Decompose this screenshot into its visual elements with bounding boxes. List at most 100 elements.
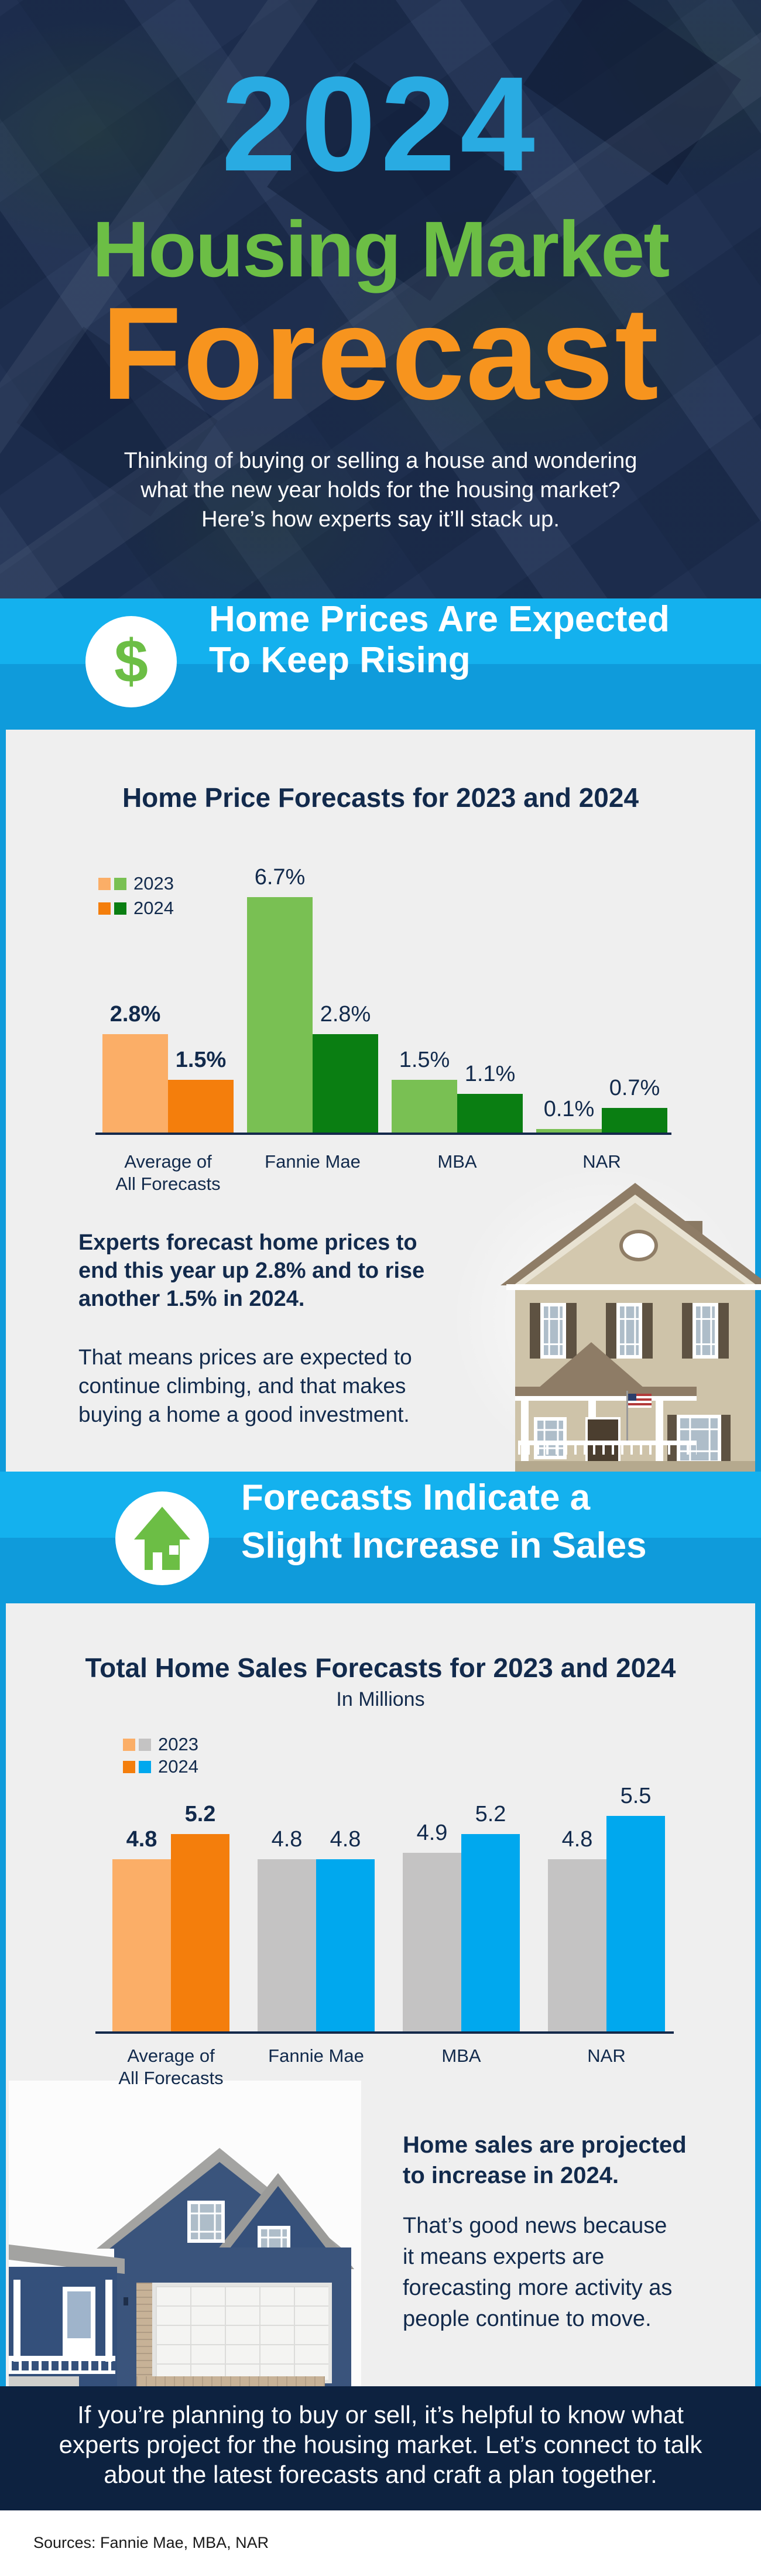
text-line: what the new year holds for the housing … <box>140 478 621 502</box>
legend-swatch <box>123 1760 135 1773</box>
hero-title-forecast: Forecast <box>101 279 660 427</box>
category-line: Fannie Mae <box>268 2045 364 2066</box>
text-line: If you’re planning to buy or sell, it’s … <box>77 2401 684 2428</box>
porch-fascia <box>515 1396 697 1401</box>
bar-2024-0 <box>168 1080 234 1135</box>
banner-title-line2: Slight Increase in Sales <box>241 1525 647 1566</box>
bar-2024-1 <box>316 1859 375 2034</box>
bar-2023-2 <box>392 1080 457 1135</box>
category-line: Average of <box>124 1151 212 1172</box>
legend-row: 2023 <box>98 873 174 894</box>
window-shutter <box>642 1303 653 1359</box>
hero-overlay <box>0 0 761 598</box>
legend-label: 2024 <box>158 1756 198 1777</box>
bar-value-label: 2.8% <box>320 1002 371 1027</box>
text-line: Experts forecast home prices to <box>78 1230 417 1255</box>
prices-callout-body: That means prices are expected to continu… <box>78 1343 412 1429</box>
banner-badge <box>115 1491 209 1585</box>
category-label: Average of All Forecasts <box>83 2045 259 2089</box>
legend-row: 2023 <box>123 1734 198 1754</box>
chart2-subtitle: In Millions <box>336 1688 425 1711</box>
flag-union <box>628 1394 636 1401</box>
legend-swatch <box>98 902 111 915</box>
icon-door <box>153 1552 162 1570</box>
text-line: it means experts are <box>403 2245 605 2269</box>
legend-swatch <box>114 877 126 890</box>
bar-2023-0 <box>112 1859 171 2034</box>
bar-value-label: 1.1% <box>464 1062 516 1086</box>
house-foundation <box>515 1461 755 1472</box>
bar-value-label: 6.7% <box>254 865 306 890</box>
bar-2024-2 <box>457 1094 523 1135</box>
banner-title-line1: Forecasts Indicate a <box>241 1477 591 1518</box>
legend-label: 2023 <box>133 873 174 894</box>
porch-lantern <box>124 2297 128 2305</box>
legend-row: 2024 <box>123 1756 198 1777</box>
porch-roof <box>515 1387 697 1396</box>
banner-title-line1: Home Prices Are Expected <box>209 599 670 639</box>
bar-2024-0 <box>171 1834 229 2034</box>
bar-value-label: 0.7% <box>609 1076 660 1100</box>
porch-door <box>63 2287 95 2356</box>
category-label: NAR <box>514 1151 690 1173</box>
bar-2023-3 <box>548 1859 606 2034</box>
arrow-roof <box>134 1507 190 1540</box>
tan-house-photo <box>451 1165 761 1476</box>
text-line: about the latest forecasts and craft a p… <box>104 2461 657 2488</box>
bar-2024-1 <box>313 1034 378 1135</box>
bar-value-label: 4.8 <box>271 1827 303 1852</box>
porch-railing-lower <box>9 2370 115 2374</box>
prices-callout-bold: Experts forecast home prices to end this … <box>78 1229 424 1313</box>
eave-trim <box>506 1284 761 1290</box>
x-axis-line <box>95 1133 671 1135</box>
category-line: All Forecasts <box>115 1174 221 1194</box>
bar-2024-3 <box>606 1816 665 2034</box>
text-line: Thinking of buying or selling a house an… <box>124 449 637 473</box>
bar-2023-1 <box>247 897 313 1135</box>
banner-home-prices: $ Home Prices Are Expected To Keep Risin… <box>0 598 761 730</box>
legend-row: 2024 <box>98 898 174 918</box>
category-line: NAR <box>587 2045 626 2066</box>
dollar-icon: $ <box>114 627 148 696</box>
icon-window <box>169 1545 179 1555</box>
bar-value-label: 5.2 <box>184 1802 216 1826</box>
sales-callout-bold: Home sales are projected to increase in 2… <box>403 2130 687 2191</box>
house-up-arrow-icon <box>115 1491 209 1585</box>
upper-window <box>540 1303 566 1359</box>
chart2-title: Total Home Sales Forecasts for 2023 and … <box>85 1653 676 1683</box>
blue-house-photo <box>9 2081 361 2386</box>
window-glass <box>544 1306 563 1355</box>
banner-title: Forecasts Indicate a Slight Increase in … <box>241 1474 647 1570</box>
bar-2024-2 <box>461 1834 520 2034</box>
category-label: MBA <box>373 2045 549 2067</box>
bar-value-label: 4.9 <box>416 1821 448 1845</box>
bar-value-label: 0.1% <box>543 1097 595 1121</box>
text-line: another 1.5% in 2024. <box>78 1287 305 1311</box>
window-glass <box>620 1306 639 1355</box>
category-label: MBA <box>369 1151 545 1173</box>
bar-2024-3 <box>602 1108 667 1135</box>
banner-badge: $ <box>85 616 177 707</box>
bar-value-label: 1.5% <box>175 1048 227 1072</box>
bar-2023-3 <box>536 1129 602 1135</box>
porch-balusters <box>9 2361 115 2370</box>
window-glass <box>696 1306 715 1355</box>
porch-balusters <box>518 1445 697 1455</box>
sales-callout-body: That’s good news because it means experts… <box>403 2211 672 2335</box>
window-shutter <box>721 1415 731 1464</box>
brick-pillar <box>136 2283 152 2376</box>
front-steps <box>9 2376 79 2386</box>
legend-swatch <box>139 1738 151 1751</box>
porch-railing <box>9 2356 115 2361</box>
window-shutter <box>667 1415 677 1464</box>
category-line: MBA <box>437 1151 477 1172</box>
x-axis-line <box>95 2031 674 2034</box>
bar-2023-2 <box>403 1853 461 2034</box>
text-line: forecasting more activity as <box>403 2276 673 2300</box>
text-line: experts project for the housing market. … <box>59 2431 702 2458</box>
bar-value-label: 1.5% <box>399 1048 450 1072</box>
text-line: Home sales are projected <box>403 2132 687 2158</box>
category-line: Average of <box>127 2045 215 2066</box>
banner-title-line2: To Keep Rising <box>209 640 471 680</box>
lower-window <box>677 1415 721 1464</box>
